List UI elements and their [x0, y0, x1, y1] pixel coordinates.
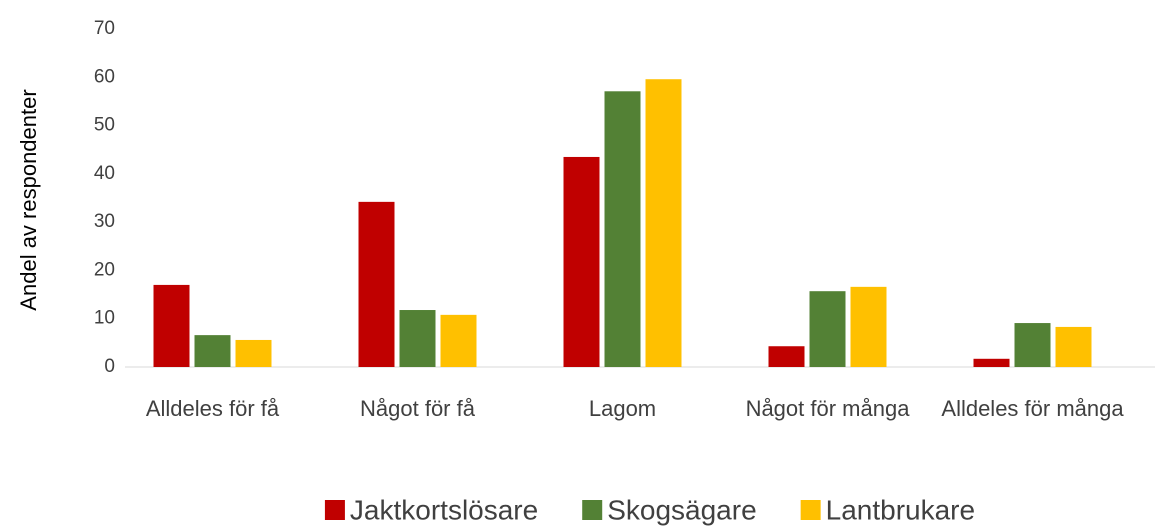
legend-swatch — [800, 500, 821, 520]
x-tick-label: Alldeles för få — [146, 396, 280, 421]
bar — [604, 91, 641, 367]
bar — [973, 358, 1010, 367]
bar — [645, 79, 682, 368]
y-tick-label: 0 — [104, 356, 115, 377]
y-tick-label: 50 — [94, 115, 115, 136]
y-tick-label: 10 — [94, 308, 115, 329]
y-tick-label: 70 — [94, 18, 115, 39]
legend: Jaktkortslösare Skogsägare Lantbrukare — [324, 494, 975, 525]
y-tick-label: 30 — [94, 211, 115, 232]
bar — [153, 284, 190, 367]
y-axis-label: Andel av respondenter — [16, 89, 41, 310]
x-tick-label: Något för få — [360, 396, 476, 421]
x-tick-label: Lagom — [589, 396, 656, 421]
bar — [1055, 326, 1092, 367]
y-tick-label: 60 — [94, 66, 115, 87]
x-tick-label: Alldeles för många — [941, 396, 1124, 421]
legend-label: Lantbrukare — [826, 494, 975, 525]
bar — [194, 335, 231, 367]
bar — [809, 291, 846, 367]
legend-label: Skogsägare — [607, 494, 756, 525]
x-tick-label: Något för många — [746, 396, 911, 421]
legend-label: Jaktkortslösare — [350, 494, 538, 525]
bar — [768, 346, 805, 367]
bar — [358, 201, 395, 367]
legend-swatch — [324, 500, 345, 520]
bar — [563, 156, 600, 367]
bar — [1014, 323, 1051, 367]
legend-swatch — [582, 500, 603, 520]
y-tick-label: 40 — [94, 163, 115, 184]
y-tick-label: 20 — [94, 259, 115, 280]
bar — [235, 339, 272, 367]
bar — [440, 314, 477, 367]
bar — [399, 310, 436, 367]
bar — [850, 286, 887, 367]
